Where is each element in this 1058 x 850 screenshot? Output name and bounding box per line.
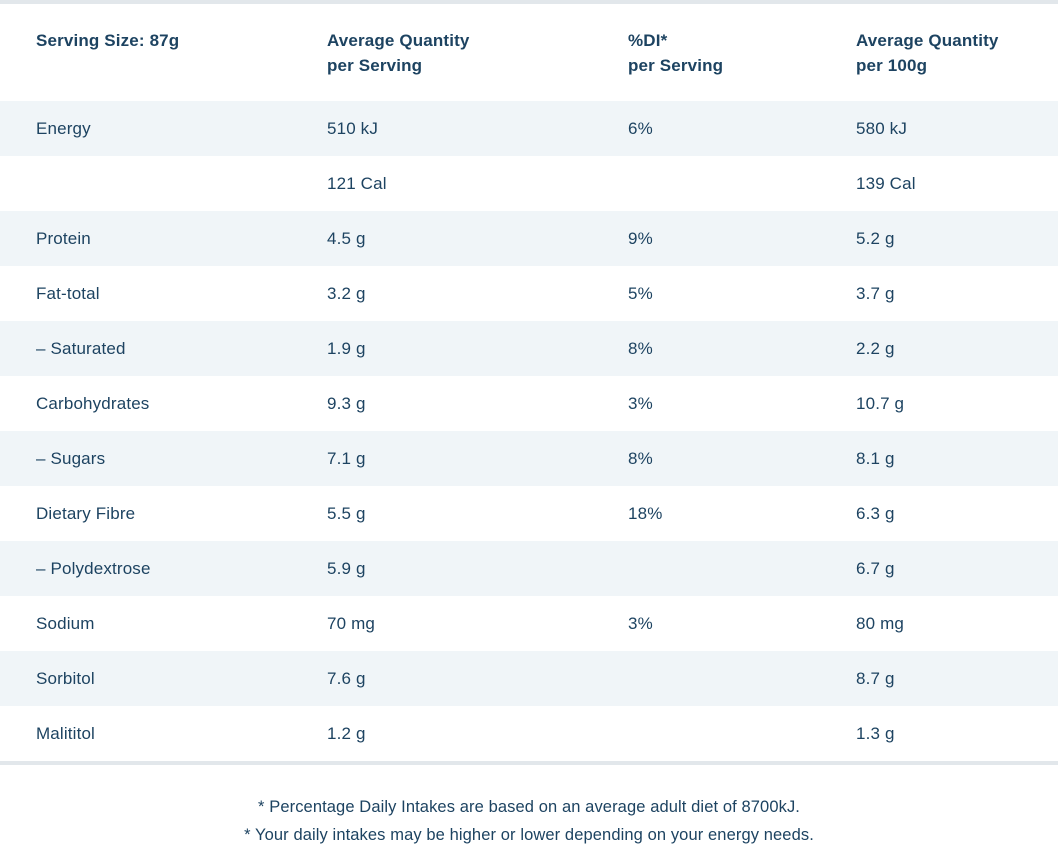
table-header-row: Serving Size: 87g Average Quantity per S… (0, 4, 1058, 101)
footnote-daily-intake-basis: * Percentage Daily Intakes are based on … (258, 798, 800, 816)
value-per-100g: 10.7 g (856, 393, 905, 413)
value-per-serving: 510 kJ (327, 118, 378, 138)
table-row: – Sugars 7.1 g 8% 8.1 g (0, 431, 1058, 486)
value-di-per-serving: 6% (628, 118, 653, 138)
value-per-100g: 2.2 g (856, 338, 895, 358)
value-per-100g: 580 kJ (856, 118, 907, 138)
column-header-serving-size: Serving Size: 87g (36, 28, 327, 101)
nutrient-name: Fat-total (36, 283, 100, 303)
table-row: 121 Cal 139 Cal (0, 156, 1058, 211)
table-row: Protein 4.5 g 9% 5.2 g (0, 211, 1058, 266)
value-per-100g: 80 mg (856, 613, 904, 633)
nutrition-table: Serving Size: 87g Average Quantity per S… (0, 0, 1058, 765)
value-di-per-serving: 3% (628, 613, 653, 633)
value-per-100g: 5.2 g (856, 228, 895, 248)
table-row: – Polydextrose 5.9 g 6.7 g (0, 541, 1058, 596)
value-per-100g: 3.7 g (856, 283, 895, 303)
column-header-line: per 100g (856, 56, 928, 75)
footnotes: * Percentage Daily Intakes are based on … (0, 765, 1058, 849)
value-per-100g: 1.3 g (856, 723, 895, 743)
table-row: – Saturated 1.9 g 8% 2.2 g (0, 321, 1058, 376)
value-di-per-serving: 18% (628, 503, 663, 523)
column-header-line: per Serving (628, 56, 724, 75)
column-header-line: per Serving (327, 56, 423, 75)
nutrient-name: – Saturated (36, 338, 126, 358)
value-per-serving: 4.5 g (327, 228, 366, 248)
value-per-serving: 7.1 g (327, 448, 366, 468)
value-per-serving: 3.2 g (327, 283, 366, 303)
value-per-serving: 1.9 g (327, 338, 366, 358)
column-header-avg-qty-per-100g: Average Quantity per 100g (856, 28, 1058, 101)
column-header-line: Serving Size: 87g (36, 31, 180, 50)
footnote-daily-intake-variation: * Your daily intakes may be higher or lo… (244, 826, 814, 844)
value-di-per-serving: 3% (628, 393, 653, 413)
column-header-line: Average Quantity (856, 31, 999, 50)
column-header-avg-qty-per-serving: Average Quantity per Serving (327, 28, 628, 101)
nutrient-name: Dietary Fibre (36, 503, 136, 523)
table-body: Energy 510 kJ 6% 580 kJ 121 Cal 139 Cal Protei… (0, 101, 1058, 761)
nutrient-name: Energy (36, 118, 91, 138)
value-per-100g: 6.3 g (856, 503, 895, 523)
table-row: Carbohydrates 9.3 g 3% 10.7 g (0, 376, 1058, 431)
value-per-serving: 1.2 g (327, 723, 366, 743)
value-per-serving: 5.5 g (327, 503, 366, 523)
value-per-serving: 70 mg (327, 613, 375, 633)
column-header-line: %DI* (628, 31, 668, 50)
value-di-per-serving: 8% (628, 448, 653, 468)
value-di-per-serving: 5% (628, 283, 653, 303)
value-per-100g: 8.7 g (856, 668, 895, 688)
column-header-di-per-serving: %DI* per Serving (628, 28, 856, 101)
value-per-serving: 5.9 g (327, 558, 366, 578)
nutrient-name: – Polydextrose (36, 558, 151, 578)
value-di-per-serving: 9% (628, 228, 653, 248)
table-row: Malititol 1.2 g 1.3 g (0, 706, 1058, 761)
nutrient-name: Malititol (36, 723, 95, 743)
value-per-serving: 9.3 g (327, 393, 366, 413)
nutrient-name: Sodium (36, 613, 95, 633)
nutrient-name: – Sugars (36, 448, 106, 468)
value-di-per-serving: 8% (628, 338, 653, 358)
table-row: Fat-total 3.2 g 5% 3.7 g (0, 266, 1058, 321)
nutrient-name: Carbohydrates (36, 393, 150, 413)
nutrient-name: Sorbitol (36, 668, 95, 688)
table-row: Sodium 70 mg 3% 80 mg (0, 596, 1058, 651)
value-per-serving: 121 Cal (327, 173, 387, 193)
table-row: Sorbitol 7.6 g 8.7 g (0, 651, 1058, 706)
value-per-100g: 139 Cal (856, 173, 916, 193)
nutrient-name: Protein (36, 228, 91, 248)
column-header-line: Average Quantity (327, 31, 470, 50)
table-row: Energy 510 kJ 6% 580 kJ (0, 101, 1058, 156)
table-row: Dietary Fibre 5.5 g 18% 6.3 g (0, 486, 1058, 541)
value-per-serving: 7.6 g (327, 668, 366, 688)
value-per-100g: 8.1 g (856, 448, 895, 468)
value-per-100g: 6.7 g (856, 558, 895, 578)
